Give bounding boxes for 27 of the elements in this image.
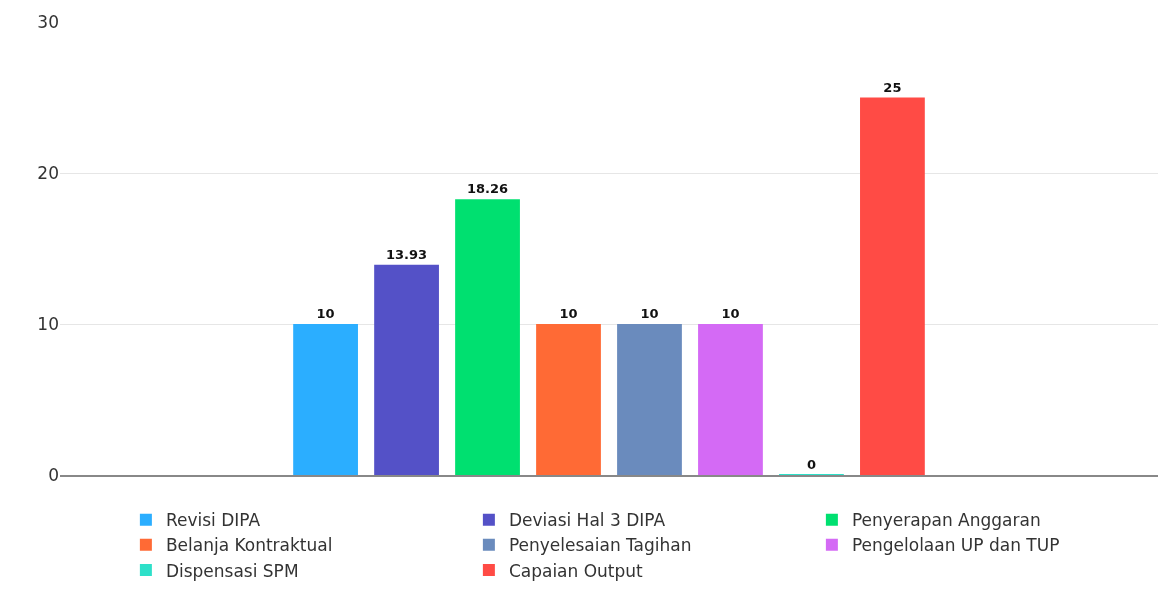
y-tick-label: 0 [48,464,59,485]
bar [293,324,358,475]
bar [617,324,682,475]
data-label: 10 [316,306,335,321]
legend-label: Revisi DIPA [165,510,261,531]
bar [698,324,763,475]
data-label: 0 [806,457,816,472]
legend-label: Pengelolaan UP dan TUP [851,535,1060,556]
legend-label: Deviasi Hal 3 DIPA [508,510,666,531]
legend-label: Penyerapan Anggaran [851,510,1041,531]
y-tick-label: 20 [37,162,59,183]
data-label: 10 [721,306,740,321]
y-tick-label: 30 [37,11,59,32]
legend-label: Belanja Kontraktual [165,535,333,556]
legend-label: Penyelesaian Tagihan [508,535,692,556]
bar [455,199,520,475]
bar [860,97,925,475]
data-label: 10 [559,306,578,321]
data-label: 13.93 [386,246,428,262]
data-label: 18.26 [466,181,509,197]
bar [374,264,439,475]
legend-label: Capaian Output [508,560,644,581]
legend-label: Dispensasi SPM [165,560,299,581]
y-tick-label: 10 [37,313,59,334]
bar [536,324,601,475]
data-label: 25 [883,79,902,95]
data-label: 10 [640,306,659,321]
